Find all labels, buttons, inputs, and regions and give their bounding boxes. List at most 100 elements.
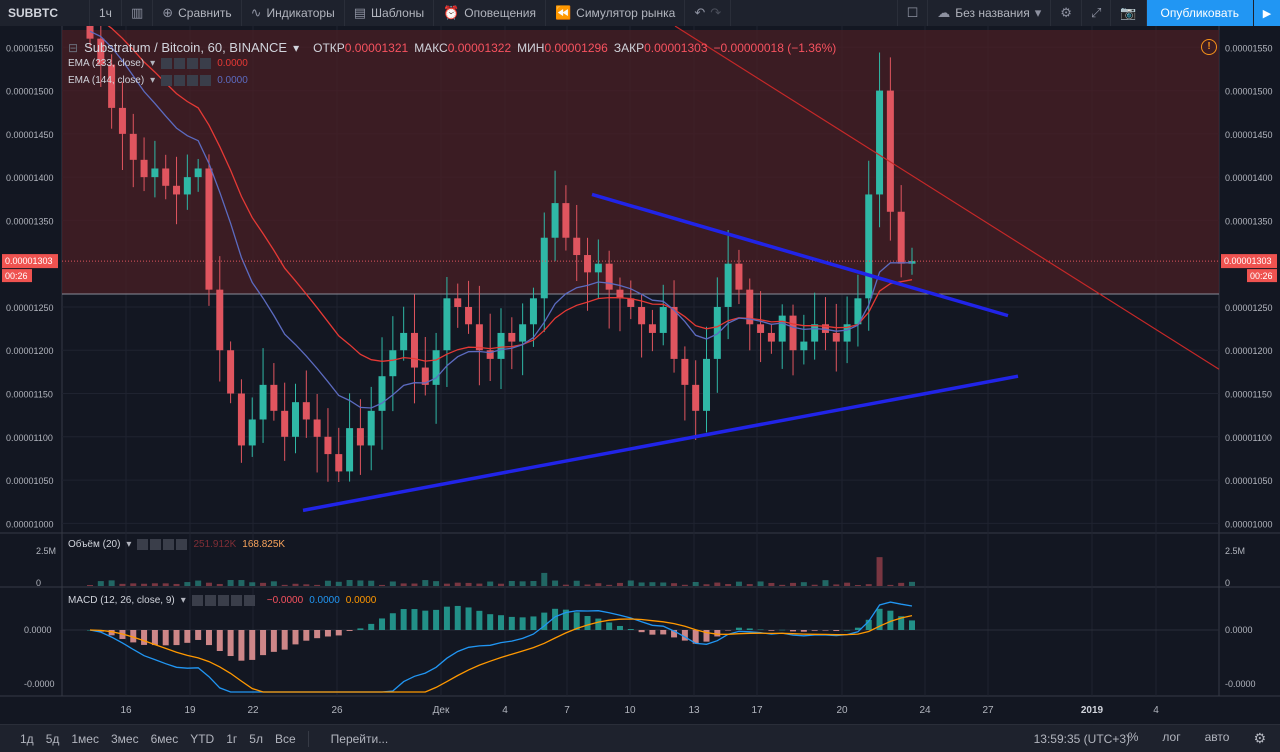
log-scale-button[interactable]: лог: [1162, 730, 1181, 744]
ema233-label[interactable]: EMA (233, close): [68, 58, 145, 69]
candle-body: [356, 428, 364, 446]
candle-body: [324, 436, 332, 455]
ema144-legend: EMA (144, close) ▾ 0.0000: [68, 75, 248, 86]
macd-histogram-bar: [205, 630, 212, 646]
macd-histogram-bar: [616, 625, 623, 630]
range-1y[interactable]: 1г: [226, 731, 238, 746]
symbol-title[interactable]: Substratum / Bitcoin, 60, BINANCE: [84, 40, 288, 55]
volume-bar: [443, 583, 450, 586]
settings-icon[interactable]: ⚙: [1253, 730, 1266, 746]
volume-bar: [335, 581, 342, 586]
candle-body: [670, 306, 678, 359]
volume-bar: [303, 584, 310, 586]
volume-bar: [552, 580, 559, 586]
chart-style-button[interactable]: ▥: [122, 0, 154, 26]
ema144-label[interactable]: EMA (144, close): [68, 75, 145, 86]
symbol-search[interactable]: SUBBTC: [0, 0, 90, 26]
macd-label[interactable]: MACD (12, 26, close, 9): [68, 595, 175, 606]
interval-button[interactable]: 1ч: [90, 0, 122, 26]
change-value: −0.00000018 (−1.36%): [713, 40, 837, 55]
x-tick-label: 13: [688, 705, 700, 716]
publish-button[interactable]: Опубликовать: [1146, 0, 1253, 26]
volume-bar: [357, 580, 364, 586]
collapse-icon[interactable]: ⊟: [68, 40, 79, 55]
indicators-icon: ∿: [250, 5, 262, 20]
y-tick-label-left: 0.00001200: [6, 346, 54, 356]
volume-bar: [681, 584, 688, 586]
volume-controls[interactable]: [137, 539, 188, 550]
volume-bar: [498, 583, 504, 586]
ema233-chevron-icon[interactable]: ▾: [150, 58, 156, 69]
title-chevron-icon[interactable]: ▾: [293, 40, 300, 55]
fullscreen-toggle-button[interactable]: ☐: [896, 0, 929, 26]
macd-chevron-icon[interactable]: ▾: [180, 595, 186, 606]
macd-histogram-bar: [281, 630, 288, 650]
macd-histogram-bar: [238, 630, 245, 661]
indicators-button[interactable]: ∿ Индикаторы: [242, 0, 345, 26]
macd-controls[interactable]: [191, 595, 255, 606]
snapshot-button[interactable]: 📷: [1111, 0, 1147, 26]
ema233-controls[interactable]: [161, 58, 212, 69]
macd-histogram-bar: [303, 630, 310, 641]
templates-icon: ▤: [353, 5, 367, 20]
auto-scale-button[interactable]: авто: [1204, 730, 1230, 744]
range-all[interactable]: Все: [274, 731, 296, 746]
ema144-chevron-icon[interactable]: ▾: [150, 75, 156, 86]
volume-chevron-icon[interactable]: ▾: [126, 539, 132, 550]
macd-histogram-bar: [346, 630, 353, 631]
volume-bar: [530, 581, 537, 586]
compare-button[interactable]: ⊕ Сравнить: [153, 0, 242, 26]
clock[interactable]: 13:59:35 (UTC+3): [1033, 731, 1130, 746]
x-tick-label: 19: [184, 705, 196, 716]
macd-histogram-bar: [627, 629, 634, 630]
volume-bar: [854, 584, 861, 586]
save-layout-button[interactable]: ☁ Без названия ▾: [928, 0, 1052, 26]
range-5y[interactable]: 5л: [249, 731, 263, 746]
volume-label[interactable]: Объём (20): [68, 539, 121, 550]
redo-icon[interactable]: ↷: [710, 5, 722, 20]
range-3m[interactable]: 3мес: [110, 731, 139, 746]
range-1d[interactable]: 1д: [20, 731, 34, 746]
macd-histogram-bar: [746, 628, 753, 630]
price-chart[interactable]: 0.00001550 0.00001550 0.00001500 0.00001500…: [0, 26, 1280, 724]
macd-histogram-bar: [692, 630, 699, 644]
candle-body: [400, 332, 408, 351]
replay-button[interactable]: ⏪ Симулятор рынка: [546, 0, 686, 26]
scale-options: % лог авто ⚙: [1122, 730, 1272, 747]
candle-body: [443, 298, 451, 351]
range-5d[interactable]: 5д: [45, 731, 60, 746]
macd-histogram-bar: [714, 630, 721, 637]
ema144-value: 0.0000: [217, 75, 248, 86]
range-6m[interactable]: 6мес: [150, 731, 179, 746]
warning-icon[interactable]: !: [1201, 39, 1217, 55]
range-ytd[interactable]: YTD: [190, 731, 215, 746]
settings-button[interactable]: ⚙: [1051, 0, 1082, 26]
volume-bar: [270, 581, 277, 586]
macd-histogram-bar: [844, 629, 851, 631]
undo-icon[interactable]: ↶: [694, 5, 706, 20]
candle-body: [259, 384, 267, 420]
high-label: МАКС: [414, 40, 448, 55]
y-tick-label-right: 0.00001050: [1225, 476, 1273, 486]
fullscreen-button[interactable]: ⤢: [1082, 0, 1112, 26]
play-button[interactable]: ▶: [1254, 0, 1280, 26]
alerts-button[interactable]: ⏰ Оповещения: [434, 0, 546, 26]
macd-histogram-bar: [498, 615, 504, 630]
x-tick-label: 22: [247, 705, 259, 716]
x-tick-label: 24: [919, 705, 931, 716]
volume-bar: [671, 583, 678, 586]
candle-body: [508, 332, 516, 342]
macd-histogram-bar: [443, 606, 450, 630]
percent-scale-button[interactable]: %: [1127, 730, 1139, 744]
volume-tick-right: 2.5M: [1225, 546, 1245, 556]
ema144-controls[interactable]: [161, 75, 212, 86]
macd-value-2: 0.0000: [309, 595, 340, 606]
range-1m[interactable]: 1мес: [71, 731, 99, 746]
ema233-value: 0.0000: [217, 58, 248, 69]
goto-date-button[interactable]: Перейти...: [330, 731, 389, 746]
volume-bar: [108, 580, 115, 586]
candle-body: [302, 402, 310, 420]
countdown-box-right: [1247, 269, 1277, 283]
templates-button[interactable]: ▤ Шаблоны: [345, 0, 435, 26]
signal-line: [89, 614, 913, 693]
